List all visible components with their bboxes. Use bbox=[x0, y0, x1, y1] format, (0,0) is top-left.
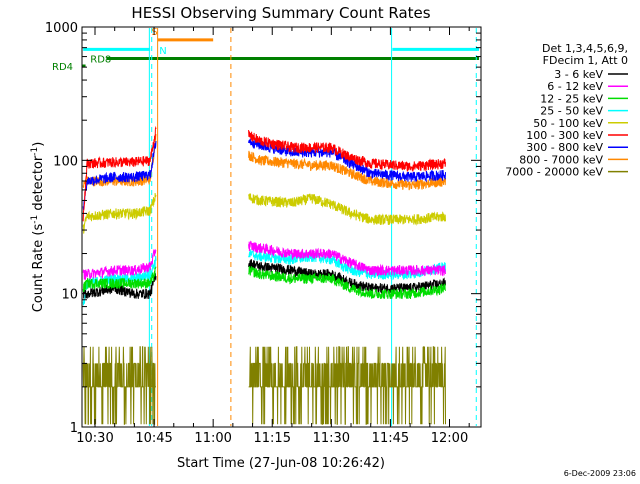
series-8-segment-0 bbox=[82, 125, 157, 222]
timestamp: 6-Dec-2009 23:06 bbox=[564, 469, 636, 478]
x-tick-label-6: 12:00 bbox=[431, 431, 468, 446]
legend-label-8: 7000 - 20000 keV bbox=[505, 166, 603, 179]
y-tick-label-0: 1 bbox=[70, 421, 78, 436]
series-7-segment-0 bbox=[82, 140, 157, 211]
n-flag-label: N bbox=[159, 46, 166, 57]
legend-header-1: Det 1,3,4,5,6,9, bbox=[542, 42, 628, 55]
series-4-segment-0 bbox=[82, 248, 157, 280]
series-5-segment-1 bbox=[248, 259, 446, 294]
legend-label-2: 12 - 25 keV bbox=[540, 92, 603, 105]
y-axis-label-part3: ) bbox=[31, 142, 46, 147]
x-tick-label-0: 10:30 bbox=[76, 431, 113, 446]
flags-layer: SNRD8RD4 bbox=[52, 27, 480, 426]
plot-area bbox=[81, 26, 482, 428]
series-0-segment-0 bbox=[82, 346, 156, 425]
legend-label-3: 25 - 50 keV bbox=[540, 105, 603, 118]
chart-title: HESSI Observing Summary Count Rates bbox=[131, 4, 430, 22]
legend-label-4: 50 - 100 keV bbox=[533, 117, 603, 130]
y-tick-label-2: 100 bbox=[53, 154, 78, 169]
legend-label-1: 6 - 12 keV bbox=[547, 80, 603, 93]
y-axis-label-sup1: -1 bbox=[30, 215, 40, 224]
legend-header-2: FDecim 1, Att 0 bbox=[543, 54, 628, 67]
rd4-flag-label: RD4 bbox=[52, 62, 73, 73]
series-2-segment-0 bbox=[82, 192, 157, 234]
legend: Det 1,3,4,5,6,9, FDecim 1, Att 0 3 - 6 k… bbox=[505, 42, 628, 179]
y-axis-label-part1: Count Rate (s bbox=[31, 224, 46, 313]
y-tick-label-1: 10 bbox=[61, 288, 78, 303]
x-axis-label: Start Time (27-Jun-08 10:26:42) bbox=[177, 456, 385, 471]
axis-layer: 10:30 10:45 11:00 11:15 11:30 11:45 12:00 1 10 10… bbox=[45, 21, 481, 446]
y-tick-label-3: 1000 bbox=[45, 21, 78, 36]
y-axis-label: Count Rate (s-1 detector-1) bbox=[30, 142, 46, 313]
y-axis-label-part2: detector bbox=[31, 155, 46, 215]
series-8-segment-1 bbox=[248, 129, 446, 172]
series-5-segment-0 bbox=[82, 273, 157, 300]
x-tick-label-3: 11:15 bbox=[254, 431, 291, 446]
series-1-segment-1 bbox=[248, 150, 446, 191]
series-6-segment-0 bbox=[82, 266, 157, 292]
series-6-segment-1 bbox=[248, 266, 446, 300]
legend-label-7: 800 - 7000 keV bbox=[519, 153, 603, 166]
series-0-segment-1 bbox=[248, 346, 446, 425]
y-axis-label-sup2: -1 bbox=[30, 147, 40, 156]
x-tick-label-4: 11:30 bbox=[313, 431, 350, 446]
rd8-flag-label: RD8 bbox=[90, 55, 111, 66]
plot-frame bbox=[81, 26, 482, 428]
x-tick-label-1: 10:45 bbox=[135, 431, 172, 446]
x-tick-label-2: 11:00 bbox=[194, 431, 231, 446]
legend-label-0: 3 - 6 keV bbox=[554, 68, 603, 81]
legend-label-5: 100 - 300 keV bbox=[526, 129, 603, 142]
series-4-segment-1 bbox=[248, 240, 446, 277]
series-2-segment-1 bbox=[248, 193, 446, 226]
x-tick-label-5: 11:45 bbox=[372, 431, 409, 446]
series-layer bbox=[82, 125, 446, 425]
legend-label-6: 300 - 800 keV bbox=[526, 141, 603, 154]
